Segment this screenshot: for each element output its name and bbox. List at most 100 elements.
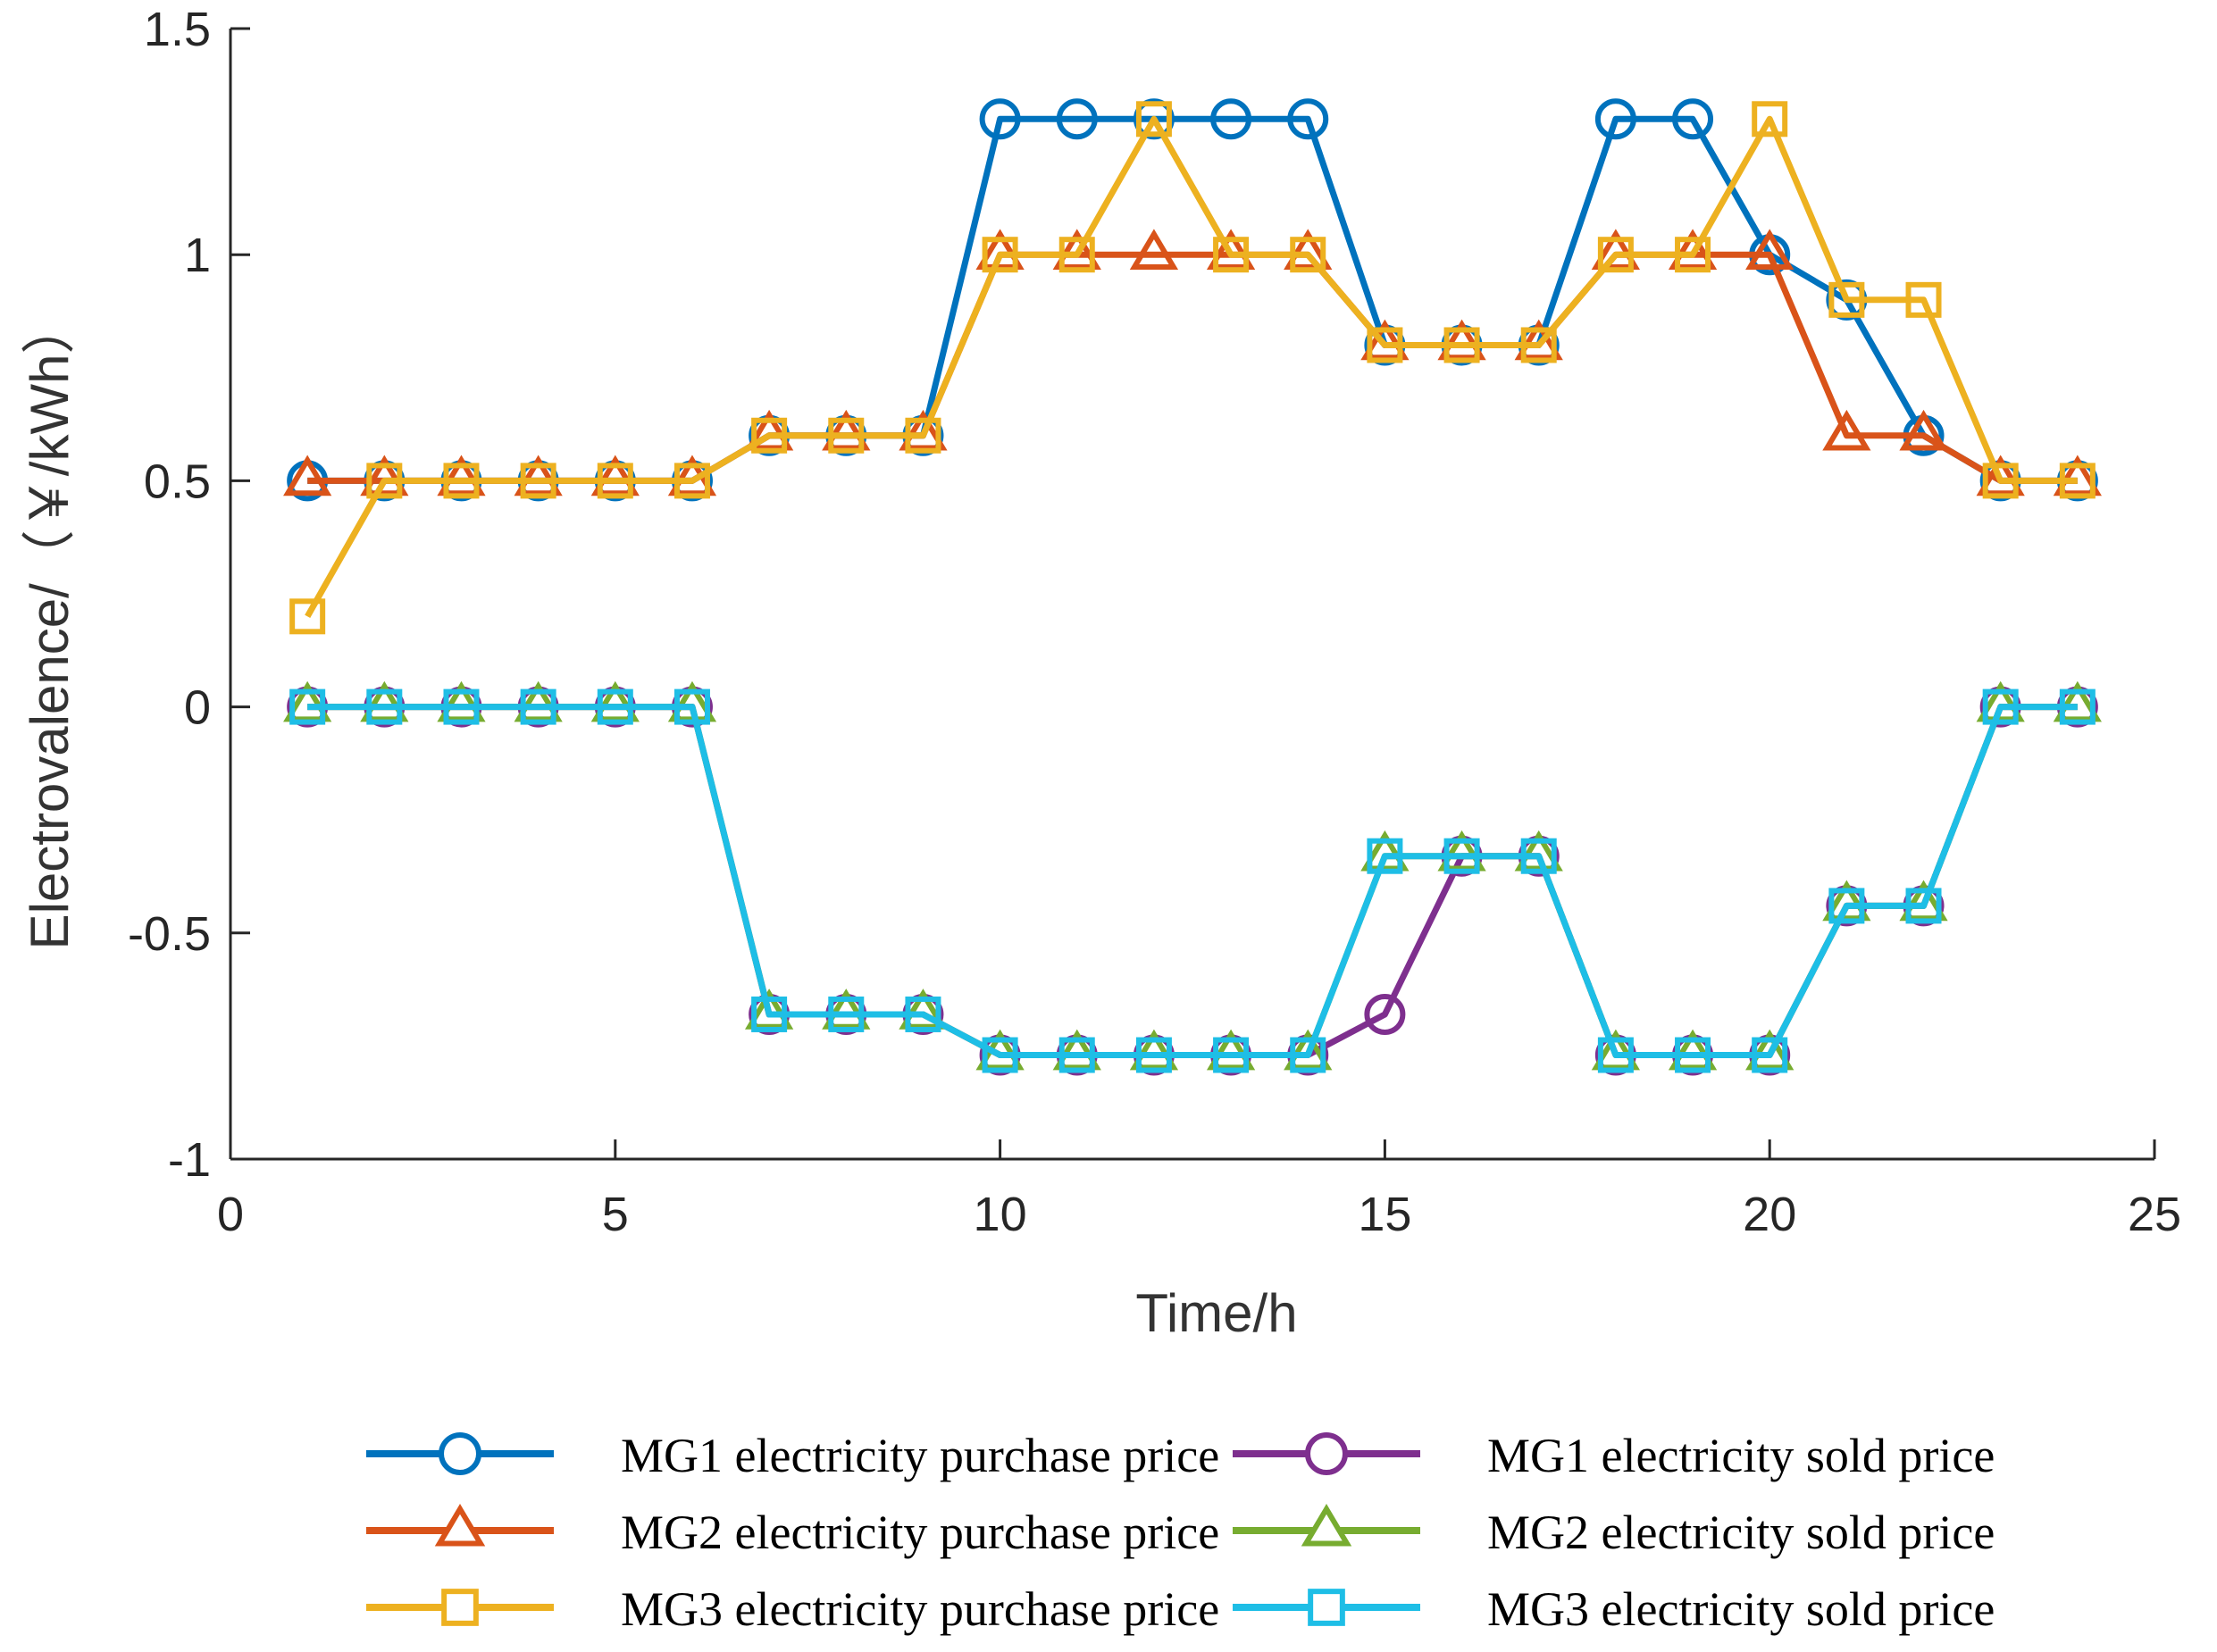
data-point [751, 996, 788, 1032]
data-point [1305, 1432, 1348, 1475]
data-point [360, 680, 409, 722]
data-point [1056, 98, 1098, 140]
data-point [2059, 463, 2096, 499]
x-tick-label: 0 [217, 1188, 244, 1241]
data-point [590, 680, 640, 722]
data-point [1752, 1037, 1788, 1073]
data-point [1129, 1029, 1179, 1071]
data-point [1210, 98, 1252, 140]
data-point [289, 688, 326, 725]
data-point [597, 688, 633, 725]
x-axis-label: Time/h [1135, 1283, 1297, 1343]
data-point [1052, 229, 1101, 270]
data-point [1135, 1037, 1172, 1073]
data-point [1284, 1029, 1333, 1071]
y-axis-label: Electrovalence/（￥/kWh） [20, 301, 79, 950]
data-point [1364, 993, 1406, 1035]
data-point [1982, 688, 2019, 725]
data-point [673, 463, 710, 499]
data-point [1213, 1037, 1250, 1073]
axes: 0 5 10 15 20 25 -1 -0.5 0 0.5 1 1.5 [128, 3, 2181, 1241]
data-point [1284, 229, 1333, 270]
legend-item: MG1 electricity purchase price [366, 1429, 1219, 1482]
data-point [514, 680, 563, 722]
data-point [1052, 1029, 1101, 1071]
data-point [439, 1432, 481, 1475]
y-tick-label: 0.5 [144, 455, 211, 508]
data-point [1905, 281, 1942, 318]
data-point [1597, 237, 1634, 273]
data-point [1367, 838, 1403, 874]
data-point [751, 417, 788, 454]
series-layer [283, 98, 2102, 1076]
data-point [1668, 229, 1718, 270]
data-point [1520, 327, 1557, 363]
data-point [366, 463, 403, 499]
legend-item: MG3 electricity purchase price [366, 1582, 1219, 1636]
data-point [1591, 229, 1641, 270]
data-point [1899, 880, 1948, 922]
legend-label: MG3 electricity purchase price [621, 1582, 1219, 1636]
data-point [514, 455, 563, 496]
data-point [520, 688, 556, 725]
y-tick-label: 1.5 [144, 3, 211, 56]
x-tick-label: 5 [602, 1188, 629, 1241]
data-point [1437, 319, 1486, 361]
data-point [597, 463, 633, 499]
data-point [1135, 101, 1172, 138]
data-point [434, 1503, 486, 1547]
data-point [1360, 830, 1410, 872]
data-point [975, 229, 1025, 270]
data-point [437, 680, 486, 722]
legend-item: MG1 electricity sold price [1233, 1429, 1995, 1482]
legend-label: MG1 electricity purchase price [621, 1429, 1219, 1482]
data-point [744, 989, 794, 1030]
data-point [1745, 229, 1795, 270]
data-point [1058, 1037, 1095, 1073]
data-point [360, 455, 409, 496]
y-tick-label: -0.5 [128, 907, 211, 961]
legend-label: MG2 electricity purchase price [621, 1506, 1219, 1559]
data-point [982, 1037, 1018, 1073]
data-point [905, 417, 941, 454]
data-point [1822, 409, 1871, 451]
data-point [443, 463, 480, 499]
y-tick-label: -1 [168, 1133, 211, 1187]
y-tick-label: 0 [184, 681, 211, 735]
data-point [1745, 1029, 1795, 1071]
data-point [2053, 680, 2102, 722]
data-point [1591, 1029, 1641, 1071]
data-point [366, 688, 403, 725]
data-point [283, 680, 332, 722]
data-point [828, 996, 865, 1032]
y-tick-label: 1 [184, 229, 211, 282]
data-point [1443, 838, 1480, 874]
data-point [1514, 319, 1563, 361]
data-point [979, 98, 1021, 140]
data-point [899, 409, 948, 451]
legend-label: MG3 electricity sold price [1487, 1582, 1995, 1636]
legend: MG1 electricity purchase price MG2 electr… [366, 1429, 1995, 1636]
data-point [1675, 1037, 1711, 1073]
data-point [283, 455, 332, 496]
data-point [1290, 1037, 1326, 1073]
data-point [1976, 455, 2025, 496]
data-point [1828, 888, 1865, 924]
data-point [1301, 1503, 1352, 1547]
data-point [1822, 880, 1871, 922]
data-point [289, 598, 326, 635]
data-point [1520, 838, 1557, 874]
data-point [899, 989, 948, 1030]
data-point [441, 1589, 479, 1626]
data-point [2059, 688, 2096, 725]
data-point [2053, 455, 2102, 496]
data-point [1360, 319, 1410, 361]
data-point [1828, 281, 1865, 318]
data-point [1514, 830, 1563, 872]
data-point [673, 688, 710, 725]
data-point [1290, 237, 1326, 273]
legend-item: MG2 electricity sold price [1233, 1503, 1995, 1559]
x-tick-label: 20 [1743, 1188, 1796, 1241]
data-point [1752, 101, 1788, 138]
